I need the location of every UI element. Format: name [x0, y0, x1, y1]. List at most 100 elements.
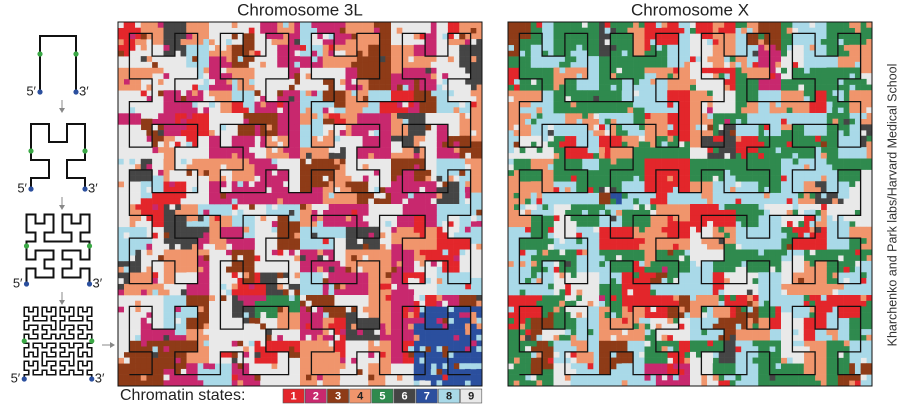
state-cell	[402, 295, 409, 301]
state-cell	[339, 90, 346, 97]
state-cell	[621, 255, 628, 262]
state-cell	[368, 107, 375, 114]
state-cell	[476, 232, 483, 239]
state-cell	[288, 73, 295, 80]
state-cell	[220, 363, 227, 370]
state-cell	[254, 300, 261, 307]
state-cell	[570, 204, 577, 210]
state-cell	[610, 380, 617, 387]
state-cell	[277, 147, 284, 154]
state-cell	[220, 95, 227, 102]
state-cell	[328, 90, 335, 97]
state-cell	[174, 249, 181, 256]
state-cell	[123, 334, 130, 341]
state-cell	[277, 164, 284, 171]
state-cell	[265, 186, 272, 193]
state-cell	[644, 363, 651, 370]
state-cell	[135, 374, 142, 381]
state-cell	[476, 141, 483, 148]
state-cell	[214, 289, 221, 296]
state-cell	[271, 312, 278, 319]
state-cell	[152, 249, 159, 256]
state-cell	[604, 289, 611, 296]
state-cell	[362, 158, 369, 165]
state-cell	[260, 380, 267, 387]
state-cell	[209, 50, 215, 57]
state-cell	[339, 277, 346, 284]
state-cell	[542, 317, 549, 324]
state-cell	[476, 351, 483, 358]
state-cell	[197, 175, 204, 182]
state-cell	[661, 374, 668, 381]
state-cell	[442, 90, 449, 97]
state-cell	[294, 118, 301, 125]
state-cell	[379, 33, 386, 40]
state-cell	[408, 73, 415, 80]
state-cell	[317, 363, 324, 370]
state-cell	[180, 192, 187, 199]
state-cell	[430, 22, 437, 28]
state-cell	[453, 198, 460, 205]
state-cell	[305, 204, 312, 210]
state-cell	[402, 243, 409, 250]
state-cell	[530, 312, 537, 319]
state-cell	[345, 84, 352, 91]
state-cell	[322, 215, 329, 222]
state-cell	[129, 44, 136, 51]
state-cell	[638, 255, 645, 262]
state-cell	[265, 84, 272, 91]
state-cell	[209, 255, 215, 262]
state-cell	[339, 169, 346, 176]
state-cell	[271, 39, 278, 46]
state-cell	[396, 39, 403, 46]
state-cell	[209, 118, 215, 125]
junction-dot	[82, 148, 88, 154]
state-cell	[294, 175, 301, 182]
state-cell	[226, 118, 233, 125]
state-cell	[226, 221, 233, 228]
state-cell	[368, 169, 375, 176]
state-cell	[447, 306, 454, 313]
state-cell	[209, 221, 215, 228]
state-cell	[430, 374, 437, 381]
state-cell	[453, 113, 460, 119]
state-cell	[430, 44, 437, 51]
state-cell	[570, 357, 577, 364]
state-cell	[300, 27, 306, 34]
state-cell	[169, 380, 176, 387]
state-cell	[553, 238, 560, 245]
state-cell	[519, 374, 526, 381]
state-cell	[587, 346, 594, 353]
state-cell	[345, 61, 352, 68]
state-cell	[174, 300, 181, 307]
state-cell	[396, 380, 403, 387]
state-cell	[570, 312, 577, 319]
state-cell	[123, 221, 130, 228]
state-cell	[118, 323, 124, 330]
state-cell	[140, 124, 147, 131]
state-cell	[277, 329, 284, 336]
state-cell	[231, 164, 238, 171]
state-cell	[396, 266, 403, 273]
state-cell	[508, 357, 514, 364]
state-cell	[650, 363, 657, 370]
state-cell	[513, 368, 520, 375]
state-cell	[536, 329, 543, 336]
state-cell	[339, 266, 346, 273]
state-cell	[513, 329, 520, 336]
state-cell	[425, 351, 432, 358]
state-cell	[476, 357, 483, 364]
state-cell	[231, 50, 238, 57]
state-cell	[672, 215, 679, 222]
state-cell	[231, 175, 238, 182]
state-cell	[508, 363, 514, 370]
state-cell	[146, 164, 153, 171]
state-cell	[322, 39, 329, 46]
state-cell	[163, 255, 170, 262]
state-cell	[610, 260, 617, 267]
state-cell	[385, 340, 392, 347]
state-cell	[391, 221, 397, 228]
state-cell	[430, 380, 437, 387]
state-cell	[174, 186, 181, 193]
state-cell	[140, 374, 147, 381]
